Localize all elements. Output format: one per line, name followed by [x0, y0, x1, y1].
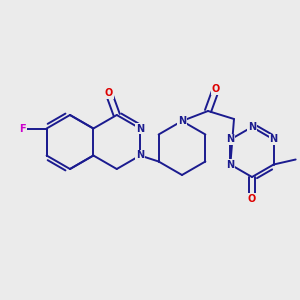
- Text: F: F: [19, 124, 26, 134]
- Text: N: N: [178, 116, 186, 126]
- Text: O: O: [248, 194, 256, 204]
- Text: O: O: [212, 84, 220, 94]
- Text: N: N: [226, 160, 234, 170]
- Text: N: N: [248, 122, 256, 132]
- Text: N: N: [136, 151, 144, 160]
- Text: O: O: [105, 88, 113, 98]
- Text: N: N: [136, 124, 144, 134]
- Text: N: N: [226, 134, 234, 145]
- Text: N: N: [270, 134, 278, 145]
